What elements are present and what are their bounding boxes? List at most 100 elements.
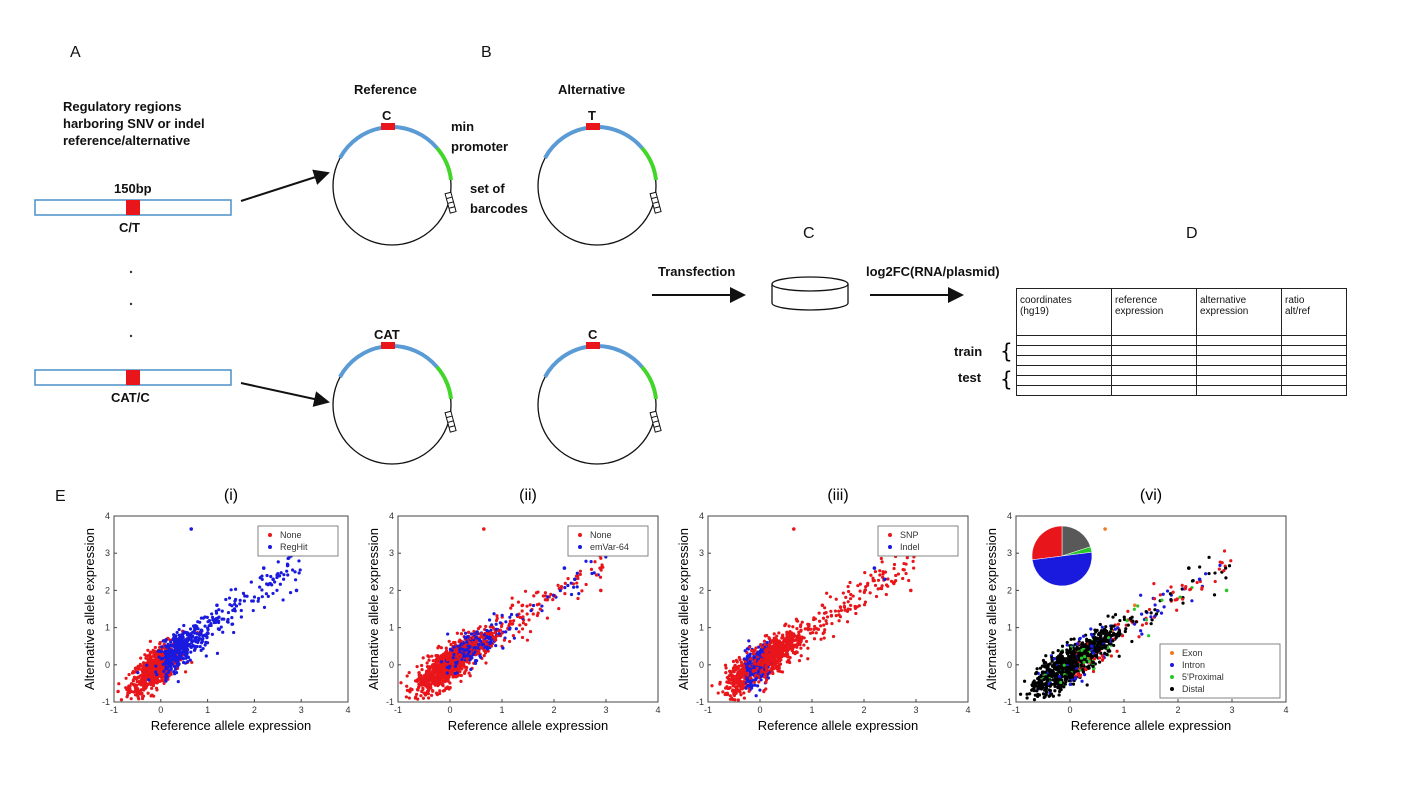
data-point <box>420 667 424 672</box>
data-point <box>230 615 234 620</box>
data-point <box>1105 639 1109 644</box>
data-point <box>1091 669 1096 674</box>
data-point <box>741 663 745 667</box>
data-point <box>279 571 283 575</box>
data-point <box>531 612 535 616</box>
barcodes-label: set of barcodes <box>470 179 528 219</box>
data-point <box>1068 647 1073 651</box>
data-point <box>405 684 409 688</box>
data-point <box>718 682 722 686</box>
data-point <box>822 611 827 615</box>
data-point <box>214 611 219 615</box>
variant-marker-top <box>126 200 140 215</box>
data-point <box>199 648 203 653</box>
data-point <box>157 674 162 678</box>
data-point <box>1084 667 1088 672</box>
data-point <box>566 583 570 588</box>
data-point <box>1071 652 1076 656</box>
data-point <box>735 674 739 678</box>
data-point <box>749 681 753 685</box>
data-point <box>723 692 727 697</box>
data-point <box>1059 688 1063 692</box>
data-point <box>171 638 175 642</box>
pie-slice <box>1031 525 1063 561</box>
data-point <box>461 662 466 666</box>
data-point <box>1190 599 1194 603</box>
data-point <box>531 603 536 608</box>
data-point <box>444 646 448 650</box>
data-point <box>846 600 850 604</box>
data-point <box>752 652 756 656</box>
data-point <box>199 628 203 632</box>
data-point <box>749 679 753 683</box>
data-point <box>1175 598 1179 602</box>
y-tick-label: 0 <box>105 660 110 670</box>
data-point <box>174 639 178 643</box>
data-point <box>1104 632 1108 636</box>
data-point <box>183 638 188 642</box>
y-tick-label: 4 <box>699 511 704 521</box>
data-point <box>790 644 794 648</box>
data-point <box>1048 684 1052 688</box>
data-point <box>463 644 467 648</box>
data-point <box>1058 666 1062 670</box>
data-point <box>450 648 454 652</box>
data-point <box>443 679 447 684</box>
data-point <box>1171 590 1175 594</box>
data-point <box>273 580 277 584</box>
data-point <box>1036 687 1040 691</box>
data-point <box>866 581 870 585</box>
data-point <box>430 654 434 658</box>
data-point <box>136 693 140 697</box>
data-point <box>1060 644 1065 648</box>
data-point <box>487 635 491 640</box>
data-point <box>878 569 882 573</box>
data-point <box>210 632 214 636</box>
data-point <box>139 656 143 660</box>
data-point <box>777 656 781 660</box>
data-point <box>1052 671 1056 675</box>
data-point <box>451 640 456 645</box>
data-point <box>427 677 431 681</box>
data-point <box>1035 667 1039 671</box>
data-point <box>843 608 847 612</box>
data-point <box>497 632 501 636</box>
data-point <box>1038 666 1043 670</box>
legend-label: Intron <box>1182 660 1205 670</box>
data-point <box>529 609 533 613</box>
data-point <box>1050 659 1054 663</box>
data-point <box>562 566 567 570</box>
y-tick-label: -1 <box>1004 697 1012 707</box>
data-point <box>1212 593 1217 597</box>
data-point <box>760 645 764 649</box>
data-point <box>731 659 736 664</box>
data-point <box>129 689 133 694</box>
data-point <box>1217 567 1221 571</box>
data-point <box>186 631 190 635</box>
data-point <box>1041 683 1046 687</box>
data-point <box>1130 639 1134 644</box>
legend-box <box>567 525 649 557</box>
data-point <box>1072 647 1076 651</box>
data-point <box>133 686 137 690</box>
data-point <box>521 621 525 625</box>
data-point <box>1092 667 1096 671</box>
data-point <box>1072 637 1076 641</box>
data-point <box>426 654 430 658</box>
data-point <box>858 582 862 586</box>
data-point <box>1038 686 1042 690</box>
data-point <box>749 657 753 661</box>
data-point <box>502 638 507 642</box>
data-point <box>1064 667 1068 671</box>
data-point <box>573 577 577 582</box>
data-point <box>756 684 760 688</box>
x-tick-label: 2 <box>551 705 556 715</box>
data-point <box>1118 632 1122 636</box>
panel-letter-b: B <box>481 44 492 61</box>
data-point <box>478 639 483 643</box>
data-point <box>407 670 411 675</box>
data-point <box>467 630 471 635</box>
data-point <box>1043 688 1047 692</box>
data-point <box>1152 582 1156 586</box>
pie-slice <box>1031 551 1093 586</box>
